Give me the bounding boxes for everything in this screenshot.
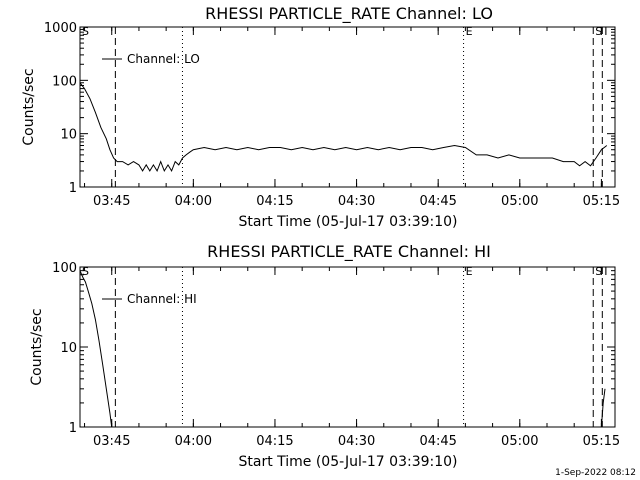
x-tick-label: 04:15: [256, 434, 293, 449]
event-marker-label: S: [82, 265, 89, 278]
chart-title: RHESSI PARTICLE_RATE Channel: HI: [207, 242, 491, 262]
event-marker-label: S: [595, 25, 602, 38]
x-tick-label: 03:45: [93, 434, 130, 449]
y-tick-label: 10: [60, 128, 77, 143]
x-tick-label: 04:15: [256, 194, 293, 209]
y-tick-label: 1: [69, 421, 77, 436]
x-tick-label: 05:00: [501, 434, 538, 449]
event-marker-label: S: [82, 25, 89, 38]
x-tick-label: 04:00: [175, 194, 212, 209]
y-axis-label: Counts/sec: [21, 68, 37, 145]
x-tick-label: 03:45: [93, 194, 130, 209]
legend-label: Channel: HI: [127, 292, 197, 306]
legend-label: Channel: LO: [127, 52, 200, 66]
series-line: [79, 270, 113, 428]
x-axis-label: Start Time (05-Jul-17 03:39:10): [238, 214, 457, 230]
event-marker-label: E: [466, 265, 473, 278]
y-tick-label: 100: [52, 261, 77, 276]
x-tick-label: 04:45: [419, 194, 456, 209]
series-line: [600, 388, 606, 428]
y-axis-label: Counts/sec: [29, 308, 45, 385]
event-marker-label: S: [595, 265, 602, 278]
x-tick-label: 04:30: [338, 194, 375, 209]
y-tick-label: 1: [69, 181, 77, 196]
x-axis-label: Start Time (05-Jul-17 03:39:10): [238, 454, 457, 470]
x-tick-label: 05:15: [583, 434, 620, 449]
x-tick-label: 04:45: [419, 434, 456, 449]
x-tick-label: 04:30: [338, 434, 375, 449]
plot-frame: [79, 26, 616, 188]
event-marker-label: I: [604, 265, 607, 278]
x-tick-label: 04:00: [175, 434, 212, 449]
chart-panel-lo: RHESSI PARTICLE_RATE Channel: LO Start T…: [21, 4, 620, 230]
event-marker-label: E: [466, 25, 473, 38]
series-line: [79, 82, 608, 173]
y-tick-label: 10: [60, 341, 77, 356]
y-tick-label: 1000: [44, 21, 77, 36]
y-tick-label: 100: [52, 74, 77, 89]
footer-timestamp: 1-Sep-2022 08:12: [555, 468, 636, 478]
event-marker-label: I: [604, 25, 607, 38]
chart-title: RHESSI PARTICLE_RATE Channel: LO: [205, 4, 493, 24]
x-tick-label: 05:15: [583, 194, 620, 209]
chart-panel-hi: RHESSI PARTICLE_RATE Channel: HI Start T…: [29, 242, 620, 470]
plot-frame: [79, 266, 616, 428]
x-tick-label: 05:00: [501, 194, 538, 209]
